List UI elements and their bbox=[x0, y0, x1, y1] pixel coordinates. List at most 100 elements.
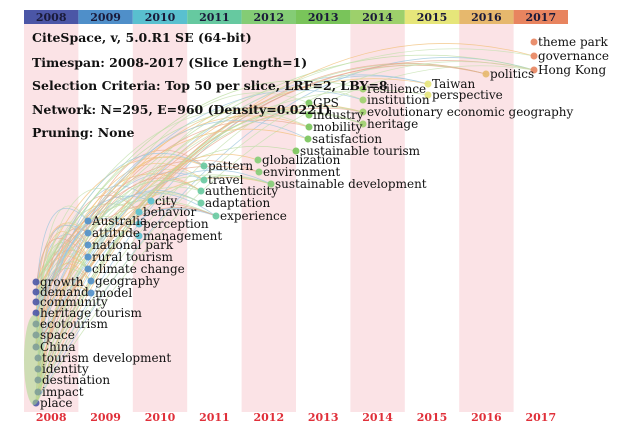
keyword-node bbox=[305, 111, 313, 119]
keyword-node bbox=[359, 108, 367, 116]
year-bar-label-2008: 2008 bbox=[36, 11, 67, 24]
keyword-label: model bbox=[95, 286, 132, 300]
bottom-year-2010: 2010 bbox=[145, 411, 176, 424]
link-arc bbox=[37, 186, 202, 381]
keyword-label: identity bbox=[42, 362, 89, 376]
keyword-label: tourism development bbox=[42, 351, 171, 365]
keyword-label: ecotourism bbox=[40, 317, 109, 331]
info-network: Network: N=295, E=960 (Density=0.0221) bbox=[32, 102, 331, 117]
link-arc bbox=[35, 195, 152, 336]
keyword-node bbox=[135, 220, 143, 228]
keyword-node bbox=[32, 288, 40, 296]
keyword-label: management bbox=[143, 229, 222, 243]
keyword-label: institution bbox=[367, 93, 430, 107]
link-arc bbox=[35, 128, 309, 293]
bottom-year-2017: 2017 bbox=[525, 411, 556, 424]
keyword-nodes bbox=[24, 38, 538, 407]
keyword-label: demand bbox=[40, 285, 89, 299]
keyword-label: globalization bbox=[262, 153, 341, 167]
bottom-year-2011: 2011 bbox=[199, 411, 230, 424]
keyword-node bbox=[482, 70, 490, 78]
keyword-label: environment bbox=[263, 165, 340, 179]
keyword-node bbox=[87, 277, 95, 285]
keyword-node bbox=[530, 52, 538, 60]
keyword-node bbox=[200, 176, 208, 184]
link-arc bbox=[35, 159, 260, 293]
bottom-year-2012: 2012 bbox=[253, 411, 284, 424]
year-color-bar: 2008 2009 2010 2011 2012 2013 2014 2015 2016 2017 bbox=[24, 10, 568, 24]
link-arc bbox=[35, 64, 487, 348]
keyword-label: space bbox=[40, 328, 75, 342]
year-bar-2010 bbox=[132, 10, 188, 24]
keyword-label: evolutionary economic geography bbox=[367, 105, 574, 119]
year-bar-label-2009: 2009 bbox=[90, 11, 121, 24]
keyword-node bbox=[424, 91, 432, 99]
bottom-year-axis: 2008 2009 2010 2011 2012 2013 2014 2015 2016 2017 bbox=[36, 411, 556, 424]
link-arc bbox=[37, 169, 272, 359]
year-bar-2014 bbox=[350, 10, 405, 24]
link-arc bbox=[35, 106, 310, 336]
year-bar-label-2017: 2017 bbox=[525, 11, 556, 24]
year-bar-2013 bbox=[296, 10, 351, 24]
link-arc bbox=[37, 61, 535, 393]
keyword-label: GPS bbox=[313, 96, 339, 110]
link-arc bbox=[35, 208, 217, 336]
bottom-year-2015: 2015 bbox=[417, 411, 448, 424]
keyword-node bbox=[84, 241, 92, 249]
keyword-label: Australia bbox=[91, 214, 147, 228]
link-arc bbox=[37, 205, 89, 359]
keyword-label: geography bbox=[95, 274, 160, 288]
keyword-node bbox=[359, 85, 367, 93]
year-bar-2011 bbox=[187, 10, 242, 24]
keyword-label: satisfaction bbox=[312, 132, 382, 146]
keyword-node bbox=[530, 66, 538, 74]
keyword-label: perception bbox=[143, 217, 209, 231]
bottom-year-2009: 2009 bbox=[90, 411, 121, 424]
keyword-label: national park bbox=[92, 238, 174, 252]
keyword-label: place bbox=[40, 396, 73, 410]
keyword-node bbox=[197, 199, 205, 207]
keyword-node bbox=[135, 232, 143, 240]
keyword-node bbox=[212, 212, 220, 220]
keyword-label: authenticity bbox=[205, 184, 278, 198]
link-arc bbox=[37, 110, 364, 393]
link-arc bbox=[35, 193, 202, 404]
keyword-label: sustainable development bbox=[275, 177, 427, 191]
bottom-year-2013: 2013 bbox=[308, 411, 339, 424]
year-bar-2009 bbox=[78, 10, 133, 24]
year-bar-label-2014: 2014 bbox=[362, 11, 393, 24]
link-arc bbox=[35, 145, 297, 348]
keyword-label: heritage tourism bbox=[40, 306, 142, 320]
info-timespan: Timespan: 2008-2017 (Slice Length=1) bbox=[32, 55, 308, 70]
keyword-label: pattern bbox=[208, 159, 253, 173]
link-arc bbox=[35, 120, 309, 314]
keyword-label: destination bbox=[42, 373, 110, 387]
keyword-node bbox=[84, 265, 92, 273]
keyword-node bbox=[359, 120, 367, 128]
year-bar-label-2016: 2016 bbox=[471, 11, 502, 24]
info-software: CiteSpace, v, 5.0.R1 SE (64-bit) bbox=[32, 30, 252, 45]
link-arc bbox=[35, 152, 205, 314]
link-arc bbox=[35, 238, 89, 293]
year-bar-2008 bbox=[24, 10, 79, 24]
keyword-node bbox=[84, 217, 92, 225]
co-occurrence-links bbox=[35, 43, 535, 404]
keyword-label: experience bbox=[220, 209, 287, 223]
keyword-label: behavior bbox=[143, 205, 197, 219]
keyword-label: rural tourism bbox=[92, 250, 174, 264]
year-stripe-2014 bbox=[350, 24, 405, 412]
bottom-year-2014: 2014 bbox=[362, 411, 393, 424]
keyword-label: mobility bbox=[313, 120, 363, 134]
keyword-node bbox=[24, 315, 44, 405]
keyword-label: Taiwan bbox=[432, 77, 475, 91]
year-bar-label-2012: 2012 bbox=[253, 11, 284, 24]
year-bar-label-2011: 2011 bbox=[199, 11, 230, 24]
keyword-node bbox=[255, 168, 263, 176]
keyword-node bbox=[424, 80, 432, 88]
keyword-label: attitude bbox=[92, 226, 140, 240]
keyword-label: climate change bbox=[92, 262, 185, 276]
keyword-node bbox=[32, 298, 40, 306]
year-bar-label-2015: 2015 bbox=[417, 11, 448, 24]
keyword-label: adaptation bbox=[205, 196, 271, 210]
